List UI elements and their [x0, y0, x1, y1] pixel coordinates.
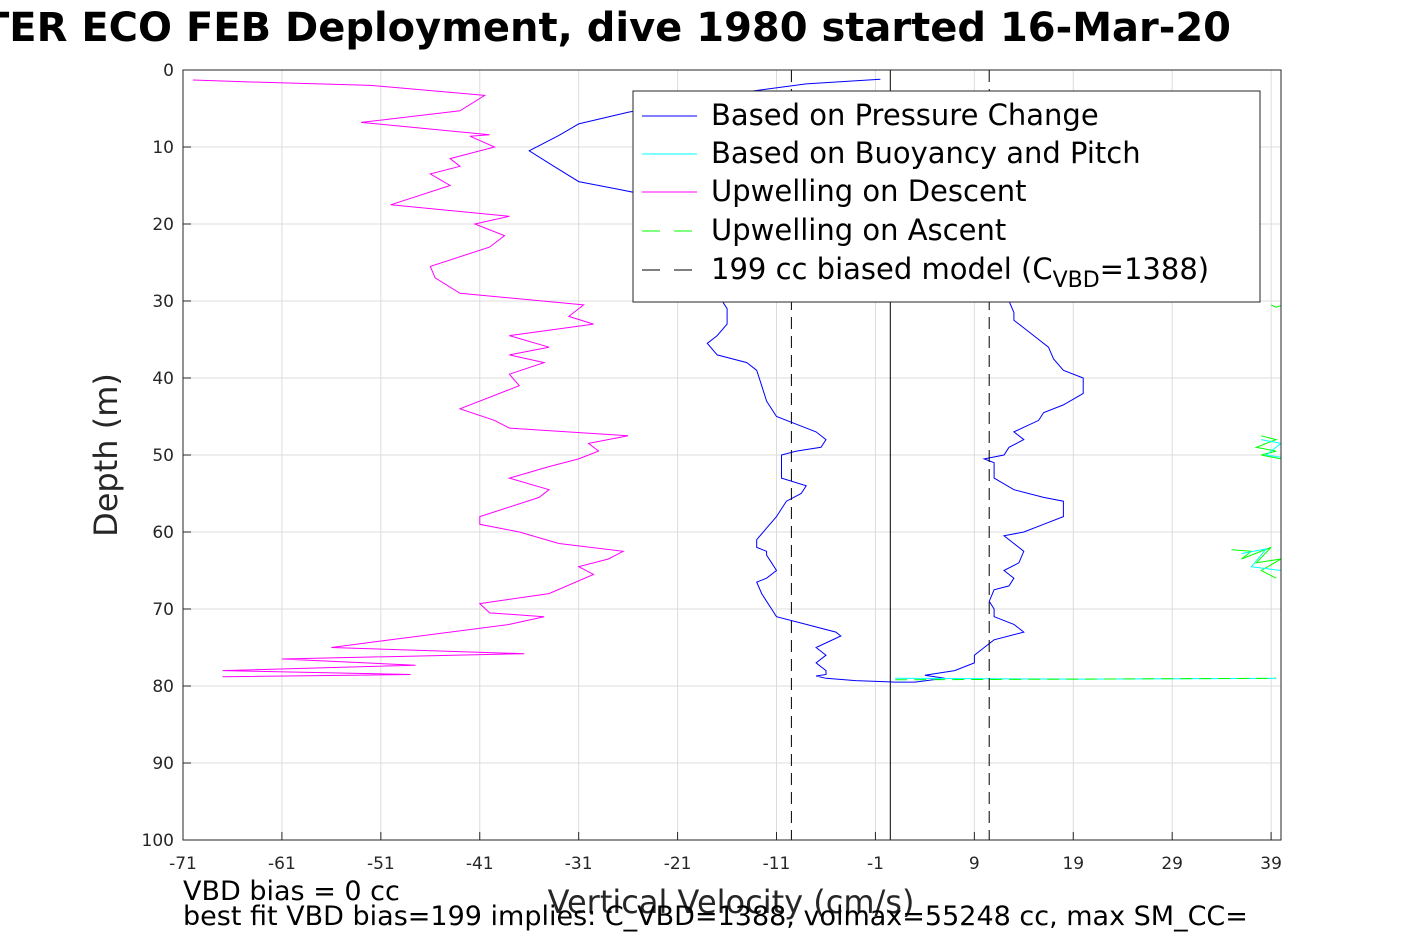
legend-label: Based on Pressure Change [711, 98, 1099, 132]
y-tick-label: 60 [152, 523, 174, 543]
legend-label: Upwelling on Descent [711, 174, 1027, 208]
y-tick-label: 90 [152, 754, 174, 774]
y-axis-label: Depth (m) [87, 373, 125, 537]
x-tick-label: 9 [969, 854, 980, 874]
legend-label-text: Based on Pressure Change [711, 98, 1099, 132]
x-tick-label: 19 [1062, 854, 1084, 874]
x-tick-label: -71 [169, 854, 197, 874]
x-tick-label: 39 [1260, 854, 1282, 874]
x-tick-label: 29 [1161, 854, 1183, 874]
legend-label-suffix: =1388) [1100, 252, 1209, 286]
y-tick-label: 50 [152, 446, 174, 466]
ticks: -71 -61 -51 -41 -31 -21 -11 -1 9 19 29 39 0 10 20 30 40 5… [142, 61, 1282, 874]
y-tick-label: 40 [152, 369, 174, 389]
footer-line-2: best fit VBD bias=199 implies: C_VBD=138… [183, 901, 1248, 932]
legend-label: 199 cc biased model (CVBD=1388) [711, 252, 1209, 293]
chart-title: TER ECO FEB Deployment, dive 1980 starte… [0, 5, 1232, 51]
legend-label: Based on Buoyancy and Pitch [711, 136, 1141, 170]
y-tick-label: 20 [152, 215, 174, 235]
y-tick-label: 80 [152, 677, 174, 697]
ascent-fragment [1241, 548, 1281, 571]
series-upwelling-on-descent [192, 79, 629, 678]
x-axis-label: Vertical Velocity (cm/s) [548, 883, 915, 921]
legend-label-text: Based on Buoyancy and Pitch [711, 136, 1141, 170]
x-tick-label: -61 [268, 854, 296, 874]
y-tick-label: 70 [152, 600, 174, 620]
x-tick-label: -51 [367, 854, 395, 874]
legend-label-text: Upwelling on Descent [711, 174, 1027, 208]
series-layer [192, 70, 1281, 840]
ascent-fragment [1254, 435, 1281, 460]
x-tick-label: -11 [763, 854, 791, 874]
legend-label-text: 199 cc biased model (C [711, 252, 1053, 286]
legend-label-subscript: VBD [1053, 268, 1100, 293]
legend-box [632, 90, 1261, 303]
series-upwelling-on-ascent [895, 677, 1277, 681]
x-tick-label: -21 [664, 854, 692, 874]
legend: Based on Pressure Change Based on Buoyanc… [632, 90, 1261, 303]
footer-line-1: VBD bias = 0 cc [183, 876, 400, 907]
x-tick-label: -41 [466, 854, 494, 874]
series-based-on-pressure-change [528, 78, 1084, 683]
legend-label-text: Upwelling on Ascent [711, 213, 1006, 247]
ascent-fragment [1270, 304, 1281, 308]
series-based-on-buoyancy-and-pitch [895, 677, 1277, 680]
legend-label: Upwelling on Ascent [711, 213, 1006, 247]
y-tick-label: 100 [142, 831, 174, 851]
y-tick-label: 10 [152, 138, 174, 158]
y-tick-label: 0 [163, 61, 174, 81]
x-tick-label: -31 [565, 854, 593, 874]
y-tick-label: 30 [152, 292, 174, 312]
x-tick-label: -1 [867, 854, 884, 874]
ascent-fragment [1261, 439, 1281, 458]
